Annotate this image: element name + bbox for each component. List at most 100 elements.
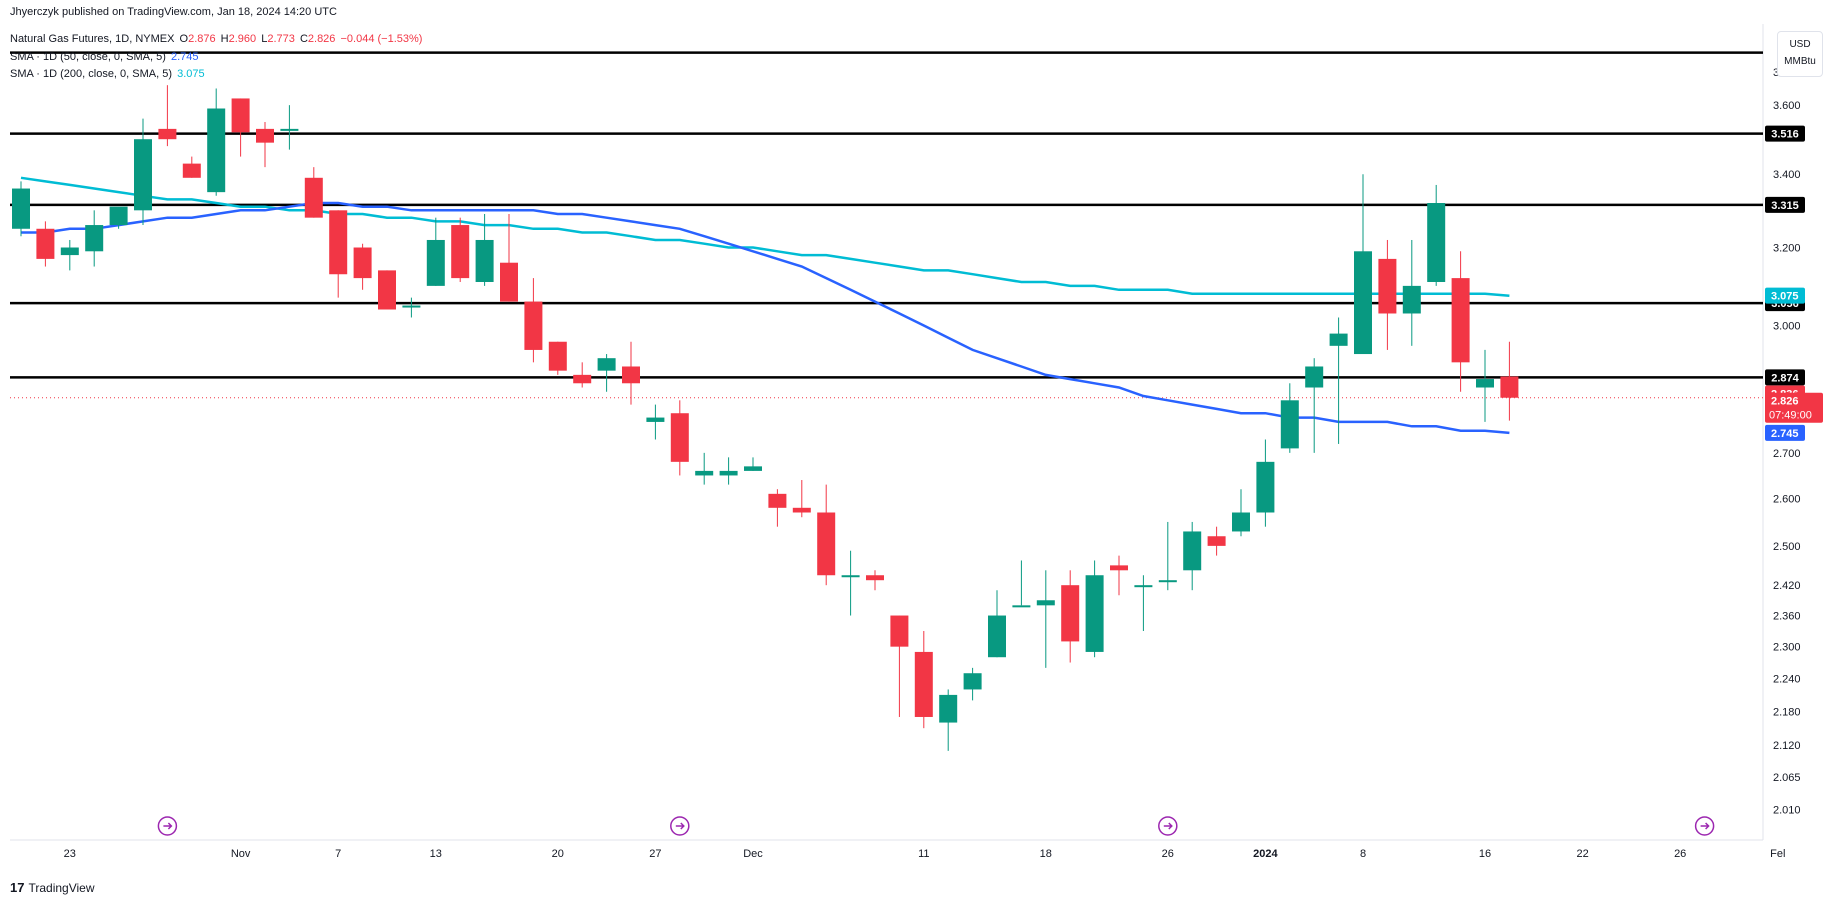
candle-body [622, 366, 640, 384]
level-price-tag [1765, 369, 1805, 386]
close-value: 2.826 [307, 33, 336, 45]
candle [1427, 184, 1446, 286]
x-tick-label: Fel [1770, 848, 1785, 860]
level-price-tag-label: 3.516 [1771, 129, 1799, 141]
candle-body [1061, 585, 1080, 642]
ohlc-line: Natural Gas Futures, 1D, NYMEX O2.876 H2… [10, 33, 422, 45]
sma200-value: 3.075 [177, 68, 205, 80]
candle-body [890, 615, 909, 647]
low-value: 2.773 [267, 33, 295, 45]
publisher-text: Jhyerczyk published on TradingView.com, … [10, 6, 337, 18]
x-tick-label: 16 [1479, 848, 1491, 860]
candle-body [695, 470, 714, 476]
event-marker-icon[interactable] [1158, 816, 1178, 836]
currency-label: USD [1789, 39, 1811, 50]
candle [622, 341, 640, 405]
x-tick-label: 26 [1162, 848, 1174, 860]
candle [1207, 526, 1226, 556]
candle [988, 590, 1006, 658]
candle-body [744, 466, 762, 471]
candle-body [475, 239, 494, 282]
candle [12, 181, 30, 237]
candle-body [280, 128, 299, 131]
candle-body [1378, 258, 1397, 314]
price-tag-sma50-label: 2.745 [1771, 428, 1799, 440]
x-tick-label: 27 [649, 848, 661, 860]
candle [939, 689, 958, 751]
candle-body [1280, 400, 1299, 449]
candle-body [866, 575, 884, 581]
currency-unit-button[interactable]: USD MMBtu [1777, 31, 1823, 77]
candle [817, 484, 836, 586]
level-price-tag-label: 2.874 [1771, 372, 1799, 384]
candle [402, 297, 421, 318]
candle-body [817, 512, 836, 576]
candle [500, 213, 518, 302]
sma200-legend[interactable]: SMA · 1D (200, close, 0, SMA, 5) 3.075 [10, 68, 205, 80]
candle-body [36, 228, 55, 259]
symbol-name[interactable]: Natural Gas Futures, 1D, NYMEX [10, 33, 175, 45]
sma50-value: 2.745 [170, 51, 199, 63]
candle-body [1427, 203, 1446, 282]
candle-body [719, 470, 738, 476]
candle [353, 243, 372, 290]
candle-body [1476, 379, 1494, 388]
low-label: L [261, 33, 268, 45]
candle [426, 217, 445, 286]
sma50-legend[interactable]: SMA · 1D (50, close, 0, SMA, 5) 2.745 [10, 51, 198, 63]
high-value: 2.960 [228, 33, 257, 45]
y-tick-label: 2.500 [1773, 541, 1801, 553]
tradingview-logo[interactable]: 17 TradingView [10, 880, 95, 895]
countdown-label: 07:49:00 [1769, 410, 1812, 422]
candle-body [182, 163, 201, 178]
publisher-line: Jhyerczyk published on TradingView.com, … [10, 6, 337, 18]
candle-body [231, 98, 250, 133]
candle [85, 210, 104, 267]
candle-body [378, 270, 396, 310]
candle [329, 210, 348, 298]
event-marker-icon[interactable] [670, 816, 690, 836]
candle-body [12, 188, 30, 229]
candle [1134, 575, 1153, 631]
candle [60, 239, 79, 271]
price-tag-sma200-label: 3.075 [1771, 291, 1799, 303]
x-tick-label: 7 [335, 848, 341, 860]
candle [890, 615, 909, 717]
candle-body [109, 206, 128, 226]
candle-body [85, 225, 104, 252]
candle [1085, 560, 1104, 658]
candle-body [1451, 278, 1470, 363]
event-marker-icon[interactable] [1694, 816, 1715, 836]
candle [280, 105, 299, 150]
candle [1280, 383, 1299, 453]
candle [231, 98, 250, 157]
event-marker-arrow [1700, 822, 1710, 830]
candle [1256, 439, 1275, 527]
candle [36, 221, 55, 267]
x-tick-label: 22 [1576, 848, 1588, 860]
event-marker-icon[interactable] [157, 816, 178, 836]
y-tick-label: 2.300 [1773, 642, 1801, 654]
tradingview-logo-text: TradingView [28, 880, 95, 895]
candle [695, 452, 714, 485]
candle-body [134, 139, 152, 211]
y-tick-label: 2.120 [1773, 740, 1801, 752]
candle [1329, 317, 1348, 444]
candle [792, 480, 811, 518]
candle-body [158, 128, 177, 140]
x-tick-label: Nov [231, 848, 251, 860]
candle [1500, 341, 1519, 421]
candle-body [60, 247, 79, 256]
y-tick-label: 2.010 [1773, 805, 1801, 817]
candle-body [1158, 580, 1177, 583]
price-tag-last-label: 2.826 [1771, 396, 1799, 408]
event-marker-arrow [163, 822, 173, 830]
x-tick-label: 8 [1360, 848, 1366, 860]
candle [1378, 239, 1397, 350]
candle-body [670, 413, 689, 462]
candle-body [963, 673, 982, 690]
candle-body [1232, 512, 1250, 532]
event-marker-arrow [675, 822, 685, 830]
